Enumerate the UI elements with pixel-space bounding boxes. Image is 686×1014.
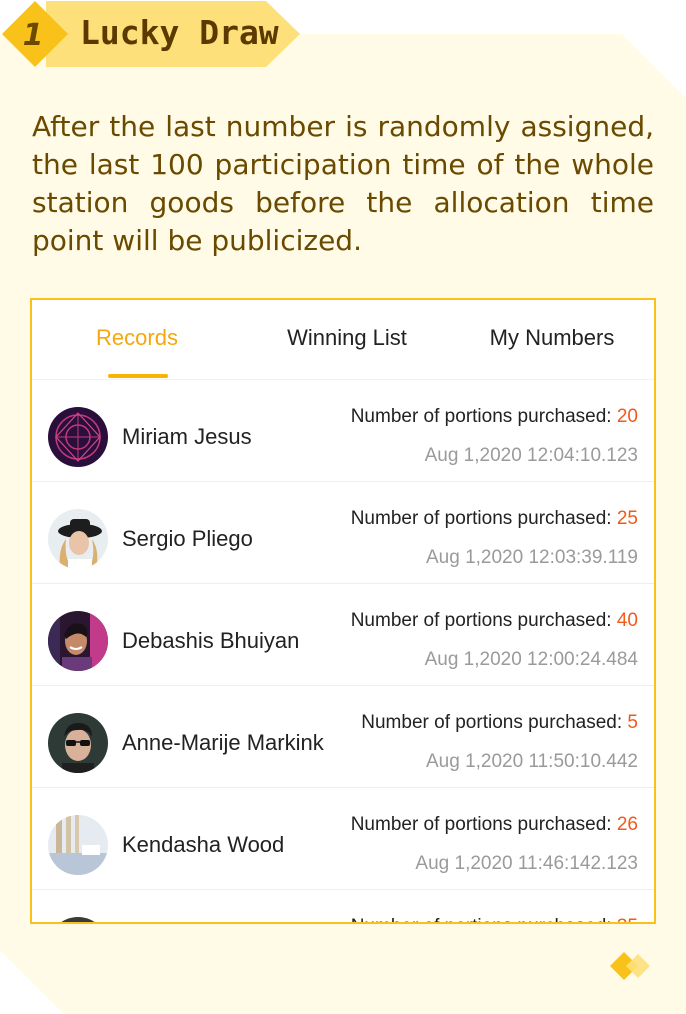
purchase-count: 35 — [617, 916, 638, 922]
step-number: 1 — [22, 17, 44, 53]
record-row[interactable]: Sergio Pliego Number of portions purchas… — [32, 482, 654, 584]
purchase-count: 25 — [616, 508, 638, 529]
purchase-info: Number of portions purchased: 35 — [351, 916, 638, 922]
purchase-time: Aug 1,2020 12:00:24.484 — [424, 649, 638, 670]
tab-winning-list[interactable]: Winning List — [287, 325, 407, 350]
avatar — [48, 713, 108, 773]
participant-name: Sergio Pliego — [122, 526, 253, 551]
active-tab-indicator — [108, 374, 168, 378]
record-row[interactable]: Debashis Bhuiyan Number of portions purc… — [32, 584, 654, 686]
purchase-time: Aug 1,2020 11:50:10.442 — [425, 751, 638, 772]
purchase-label: Number of portions purchased: — [350, 508, 612, 529]
records-card: Records Winning List My Numbers Miriam J… — [30, 298, 656, 924]
purchase-label: Number of portions purchased: — [351, 916, 612, 922]
purchase-label: Number of portions purchased: — [350, 406, 612, 427]
tab-bar: Records Winning List My Numbers — [32, 300, 654, 380]
tab-records[interactable]: Records — [96, 325, 178, 350]
purchase-time: Aug 1,2020 11:46:142.123 — [415, 853, 638, 874]
purchase-time: Aug 1,2020 12:04:10.123 — [424, 445, 638, 466]
avatar — [48, 509, 108, 569]
avatar — [48, 815, 108, 875]
purchase-count: 20 — [616, 406, 638, 427]
purchase-info: Number of portions purchased: 20 — [351, 406, 638, 428]
purchase-label: Number of portions purchased: — [350, 814, 612, 835]
purchase-count: 5 — [627, 712, 638, 733]
purchase-info: Number of portions purchased: 25 — [351, 508, 638, 530]
avatar — [48, 917, 108, 922]
purchase-label: Number of portions purchased: — [350, 610, 612, 631]
record-row[interactable]: Miriam Jesus Number of portions purchase… — [32, 380, 654, 482]
intro-text: After the last number is randomly assign… — [32, 110, 654, 257]
avatar — [48, 407, 108, 467]
purchase-label: Number of portions purchased: — [361, 712, 623, 733]
purchase-info: Number of portions purchased: 5 — [361, 712, 638, 734]
tab-my-numbers[interactable]: My Numbers — [489, 325, 615, 350]
purchase-time: Aug 1,2020 12:03:39.119 — [425, 547, 638, 568]
participant-name: Kendasha Wood — [122, 832, 285, 857]
participant-name: Anne-Marije Markink — [122, 730, 324, 755]
record-row[interactable]: Number of portions purchased: 35 — [32, 890, 654, 922]
purchase-info: Number of portions purchased: 26 — [351, 814, 638, 836]
record-row[interactable]: Kendasha Wood Number of portions purchas… — [32, 788, 654, 890]
record-row[interactable]: Anne-Marije Markink Number of portions p… — [32, 686, 654, 788]
purchase-count: 26 — [616, 814, 638, 835]
purchase-info: Number of portions purchased: 40 — [351, 610, 638, 632]
diamonds-logo-icon — [610, 952, 650, 980]
purchase-count: 40 — [616, 610, 638, 631]
participant-name: Debashis Bhuiyan — [122, 628, 300, 653]
section-title: Lucky Draw — [80, 13, 279, 52]
participant-name: Miriam Jesus — [122, 424, 252, 449]
header-band — [46, 1, 300, 67]
avatar — [48, 611, 108, 671]
